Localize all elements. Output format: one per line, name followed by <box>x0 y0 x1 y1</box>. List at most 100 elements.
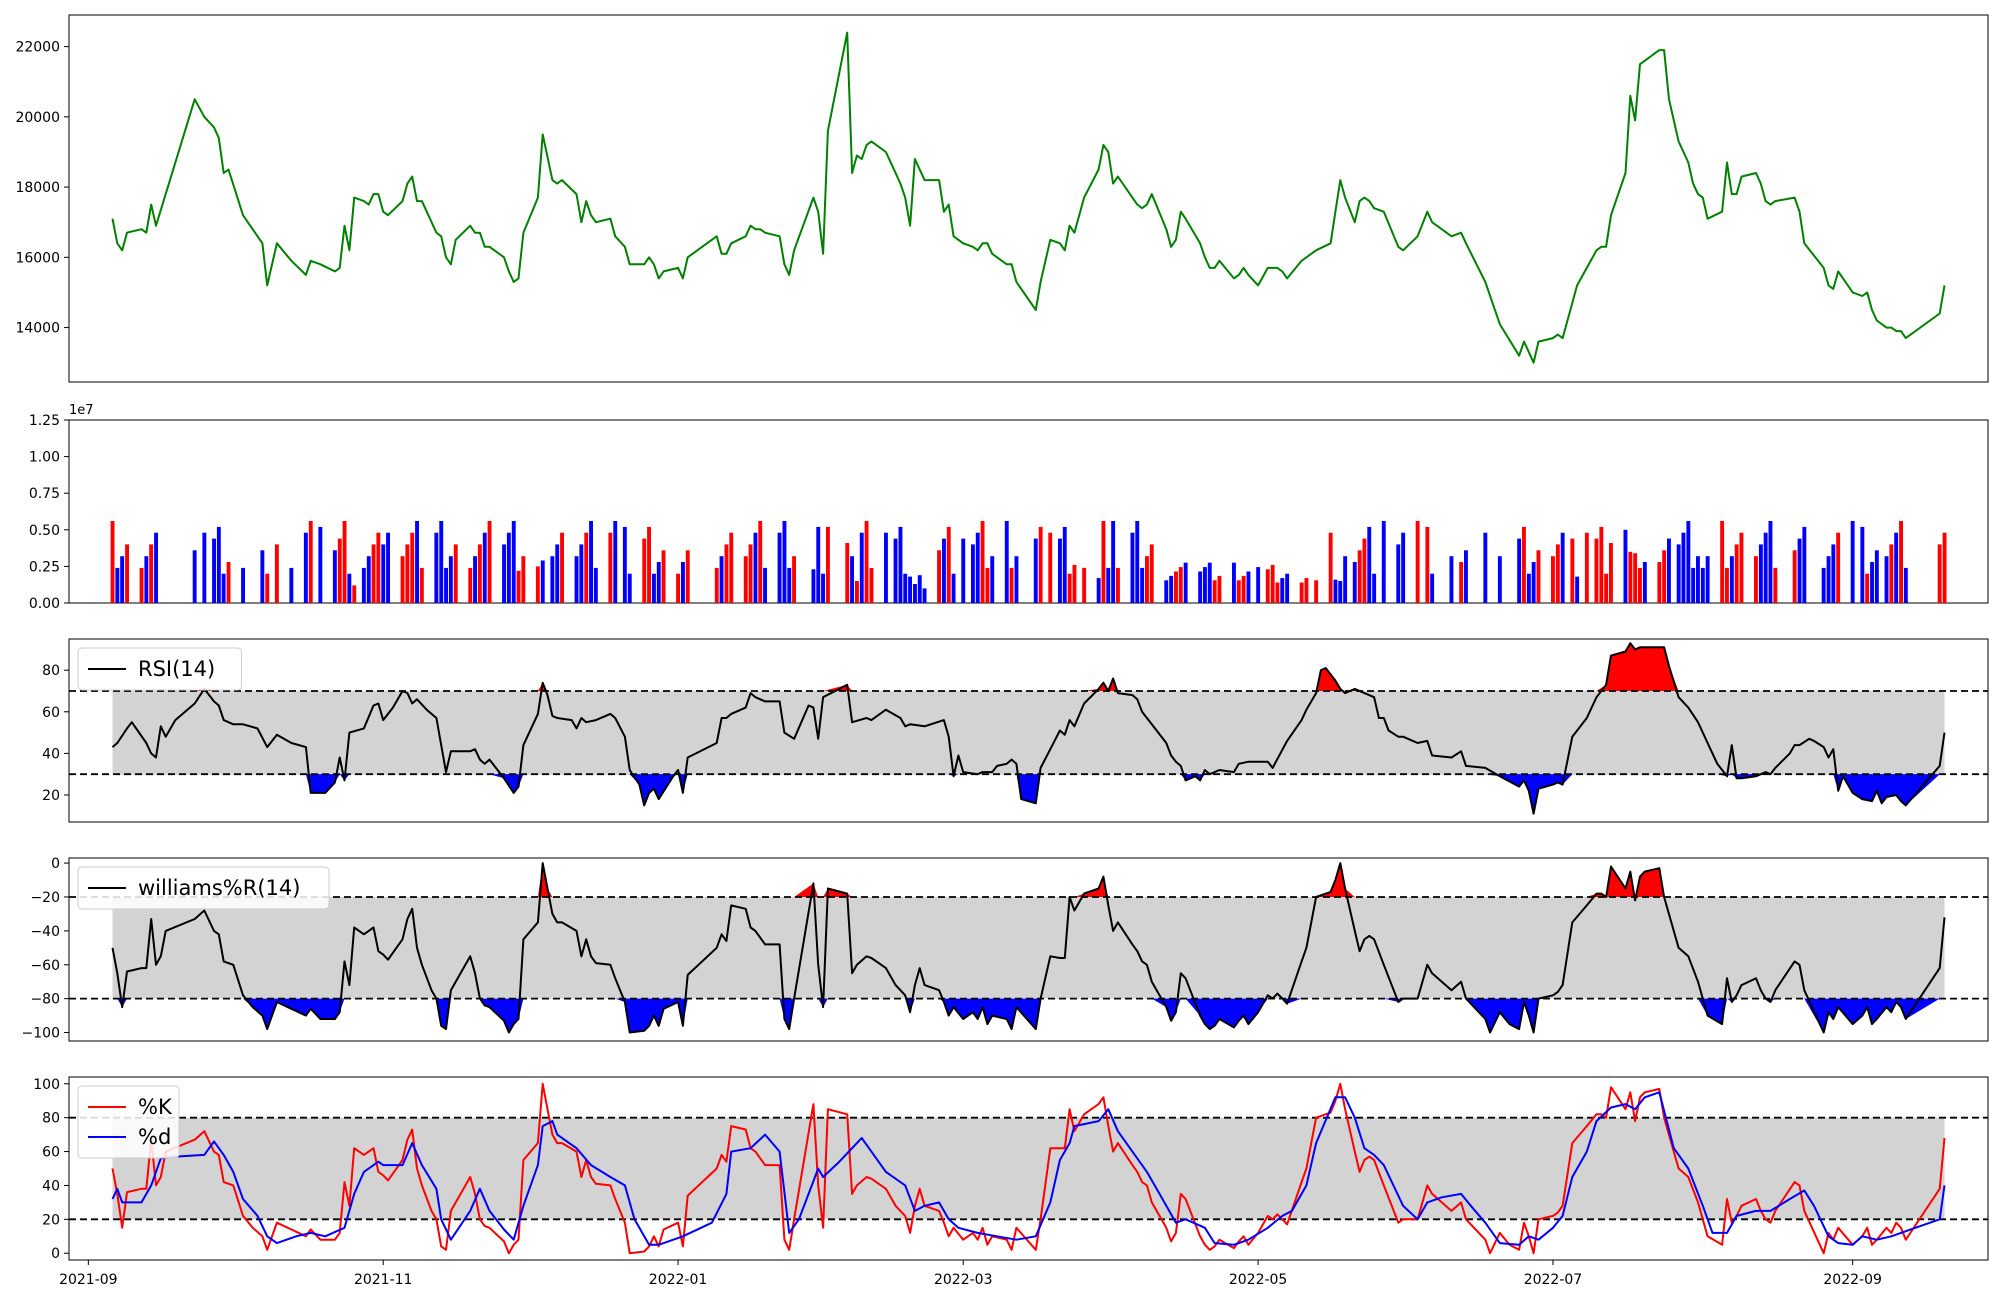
volume-bar <box>535 566 540 603</box>
volume-bar <box>1033 538 1038 603</box>
williams-legend-box <box>77 866 330 910</box>
volume-bar <box>1497 556 1502 603</box>
volume-bar <box>1096 578 1101 603</box>
volume-bar <box>729 532 734 603</box>
volume-bar <box>946 526 951 603</box>
volume-bar <box>1140 567 1145 603</box>
volume-bar <box>342 521 347 603</box>
volume-bar <box>1145 556 1149 603</box>
volume-scale-label: 1e7 <box>69 403 94 418</box>
stoch-ytick-label: 80 <box>42 1111 60 1127</box>
volume-bar <box>1860 526 1865 603</box>
volume-bar <box>226 562 231 603</box>
volume-bar <box>265 573 270 603</box>
volume-bar <box>1560 532 1565 603</box>
volume-bar <box>154 532 158 603</box>
volume-bar <box>1183 562 1188 603</box>
volume-bar <box>942 538 946 603</box>
rsi-legend-box <box>77 647 242 691</box>
volume-bar <box>1522 526 1526 603</box>
volume-bar <box>303 532 308 603</box>
volume-bar <box>1594 538 1599 603</box>
volume-bar <box>1884 556 1889 603</box>
volume-bar <box>1831 544 1836 603</box>
xtick-label: 2022-01 <box>649 1272 708 1288</box>
volume-bar <box>1362 538 1367 603</box>
volume-bar <box>864 521 869 603</box>
volume-bar <box>1357 550 1362 603</box>
volume-bar <box>1256 567 1261 603</box>
volume-bar <box>584 532 589 603</box>
volume-bar <box>975 532 980 603</box>
volume-bar <box>1246 571 1251 603</box>
volume-bar <box>260 550 265 603</box>
stoch-k-line <box>111 1082 1946 1255</box>
volume-bar <box>1681 532 1686 603</box>
volume-bar <box>980 521 985 603</box>
volume-bar <box>468 567 473 603</box>
williams-legend-label: williams%R(14) <box>138 876 300 900</box>
volume-bar <box>898 526 903 603</box>
volume-bar <box>579 544 584 603</box>
volume-bar <box>1754 556 1758 603</box>
rsi-ytick-label: 80 <box>42 663 60 679</box>
williams-ytick-label: 0 <box>51 856 60 872</box>
volume-bar <box>1870 562 1874 603</box>
rsi-axes <box>68 638 1989 823</box>
xtick-label: 2022-03 <box>934 1272 993 1288</box>
volume-bar <box>1212 580 1217 603</box>
volume-bar <box>1942 532 1947 603</box>
volume-bar <box>1662 550 1667 603</box>
volume-bar <box>144 556 149 603</box>
volume-bar <box>1889 544 1894 603</box>
volume-bar <box>1821 567 1826 603</box>
volume-bar <box>593 567 598 603</box>
volume-bar <box>1328 532 1333 603</box>
volume-bar <box>792 556 796 603</box>
volume-bar <box>1459 562 1464 603</box>
volume-bar <box>1174 571 1178 603</box>
volume-bar <box>1338 581 1343 603</box>
volume-bar <box>560 532 564 603</box>
volume-bar <box>361 567 366 603</box>
volume-bar <box>1415 521 1420 603</box>
volume-bar <box>352 585 357 603</box>
stoch-legend: %K %d <box>77 1085 180 1159</box>
volume-bar <box>1232 562 1236 603</box>
volume-bar <box>1705 556 1710 603</box>
volume-bar <box>1836 532 1841 603</box>
rsi-legend-label: RSI(14) <box>138 657 215 681</box>
volume-bar <box>506 532 511 603</box>
volume-bar <box>714 567 719 603</box>
volume-bar <box>908 576 912 603</box>
volume-bar <box>366 556 371 603</box>
volume-bar <box>1483 532 1488 603</box>
volume-bar <box>1082 567 1087 603</box>
volume-bar <box>1217 575 1222 603</box>
xtick-label: 2021-09 <box>59 1272 118 1288</box>
volume-bar <box>216 526 221 603</box>
volume-bar <box>139 567 144 603</box>
volume-bar <box>917 575 922 603</box>
rsi-line <box>111 642 1946 815</box>
volume-bar <box>1280 578 1285 603</box>
volume-bar <box>1691 567 1696 603</box>
rsi-ytick-label: 20 <box>42 788 60 804</box>
volume-bar <box>1116 567 1120 603</box>
volume-bar <box>1739 532 1744 603</box>
volume-bar <box>318 526 323 603</box>
volume-bar <box>821 573 825 603</box>
volume-bar <box>473 556 477 603</box>
williams-ytick-label: −80 <box>30 992 60 1008</box>
volume-bar <box>913 584 917 603</box>
volume-bar <box>661 550 666 603</box>
volume-bar <box>1667 538 1671 603</box>
volume-bar <box>439 521 444 603</box>
volume-bar <box>763 567 767 603</box>
volume-bar <box>540 560 545 603</box>
volume-bar <box>1850 521 1855 603</box>
volume-bar <box>347 573 352 603</box>
volume-bar <box>627 573 632 603</box>
stoch-ytick-label: 40 <box>42 1178 60 1194</box>
xtick-label: 2022-05 <box>1229 1272 1288 1288</box>
